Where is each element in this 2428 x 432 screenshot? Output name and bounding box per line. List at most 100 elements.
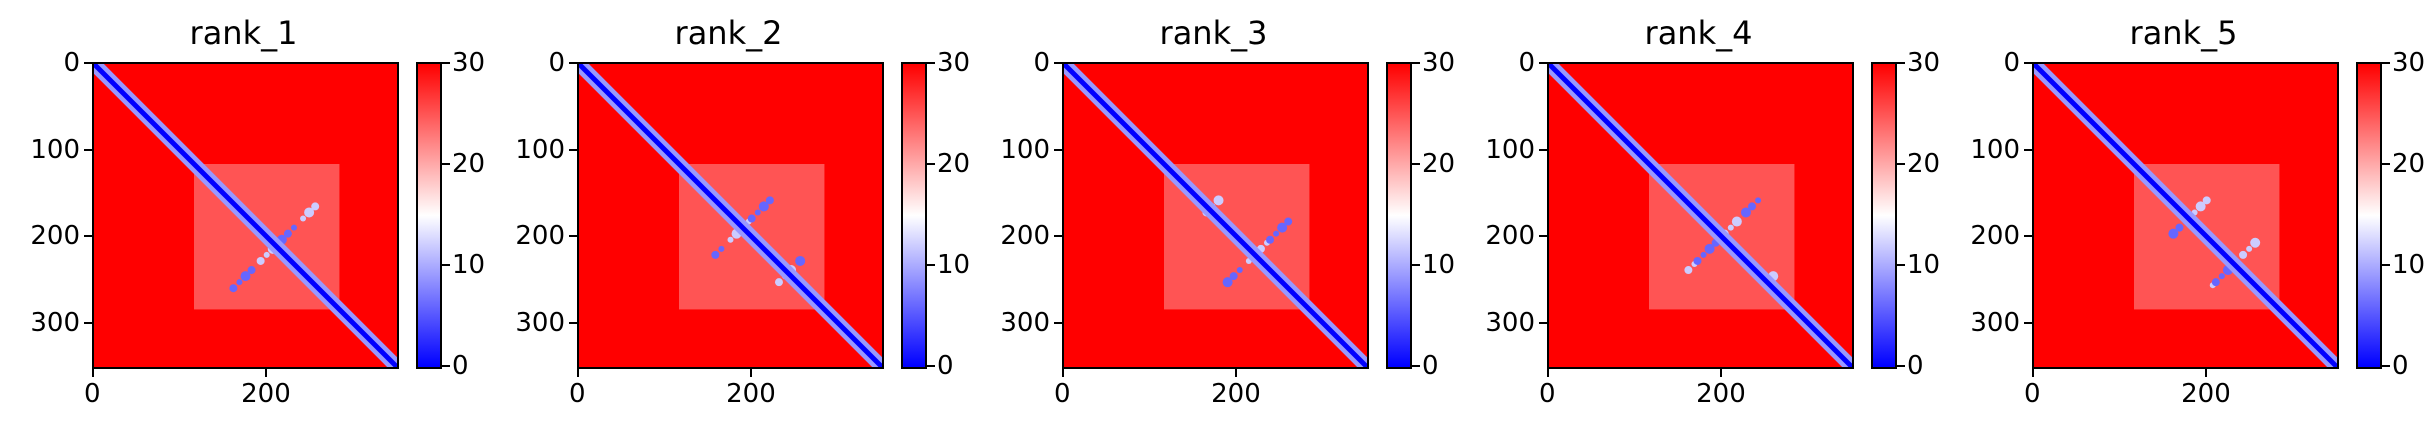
contact-spot — [754, 209, 761, 216]
y-tick-label: 300 — [1000, 307, 1050, 338]
contact-spot — [1748, 202, 1757, 211]
x-tick-mark — [577, 369, 579, 377]
colorbar-tick-mark — [442, 264, 450, 266]
colorbar — [901, 62, 927, 369]
contact-spot — [2250, 237, 2261, 248]
y-tick-mark — [1539, 148, 1547, 151]
colorbar-tick-label: 20 — [937, 149, 971, 179]
y-tick-label: 0 — [1518, 48, 1535, 78]
colorbar — [1386, 62, 1412, 369]
x-tick-mark — [1720, 369, 1723, 377]
contact-spot — [236, 279, 243, 286]
colorbar-tick-label: 20 — [452, 149, 486, 179]
colorbar-tick-label: 30 — [1422, 48, 1456, 78]
contact-spot — [283, 229, 292, 238]
colorbar-tick-label: 10 — [1907, 250, 1941, 280]
contact-spot — [1727, 224, 1734, 231]
y-tick-mark — [2024, 235, 2032, 238]
y-tick-label: 0 — [1033, 48, 1050, 78]
colorbar-tick-mark — [1412, 264, 1420, 266]
contact-spot — [1700, 251, 1707, 258]
diagonal-band — [1549, 64, 1852, 367]
y-tick-label: 300 — [1485, 307, 1535, 338]
colorbar-tick-mark — [2382, 365, 2390, 367]
chart-panel-4: rank_4 0 100 200 300 0 200 0 10 20 30 — [1455, 0, 1940, 432]
y-tick-mark — [84, 148, 92, 151]
x-tick-mark — [265, 369, 268, 377]
colorbar-tick-label: 20 — [1422, 149, 1456, 179]
y-tick-mark — [1539, 321, 1547, 324]
contact-spot — [727, 236, 734, 243]
colorbar-tick-mark — [1897, 163, 1905, 165]
y-tick-mark — [569, 321, 577, 324]
x-tick-mark — [92, 369, 94, 377]
colorbar-tick-label: 10 — [452, 250, 486, 280]
contact-spot — [2168, 228, 2179, 239]
colorbar-tick-label: 10 — [937, 250, 971, 280]
colorbar-tick-mark — [2382, 62, 2390, 64]
colorbar-tick-label: 10 — [2392, 250, 2426, 280]
colorbar-tick-label: 30 — [2392, 48, 2426, 78]
contact-spot — [2202, 196, 2211, 205]
x-tick-mark — [1235, 369, 1238, 377]
colorbar-tick-label: 20 — [1907, 149, 1941, 179]
colorbar-tick-label: 30 — [452, 48, 486, 78]
colorbar-tick-mark — [1897, 62, 1905, 64]
contact-spot — [774, 278, 783, 287]
chart-title: rank_3 — [1159, 14, 1268, 52]
x-tick-label: 200 — [1211, 379, 1261, 409]
y-tick-label: 200 — [515, 221, 565, 252]
chart-panel-2: rank_2 0 100 200 300 0 200 0 10 20 30 — [485, 0, 970, 432]
contact-spot — [1731, 216, 1742, 227]
colorbar-tick-mark — [442, 163, 450, 165]
diagonal-band — [94, 64, 397, 367]
y-tick-label: 300 — [30, 307, 80, 338]
colorbar — [1871, 62, 1897, 369]
y-tick-mark — [1539, 62, 1547, 64]
heatmap-area — [1062, 62, 1369, 369]
y-tick-label: 300 — [1970, 307, 2020, 338]
y-tick-label: 100 — [1485, 134, 1535, 165]
y-tick-mark — [2024, 321, 2032, 324]
colorbar-tick-mark — [927, 163, 935, 165]
x-tick-label: 200 — [1696, 379, 1746, 409]
contact-spot — [311, 202, 320, 211]
x-tick-mark — [2205, 369, 2208, 377]
colorbar-tick-label: 30 — [1907, 48, 1941, 78]
x-tick-label: 0 — [569, 379, 586, 409]
contact-spot — [2246, 245, 2253, 252]
colorbar-tick-label: 30 — [937, 48, 971, 78]
colorbar-tick-mark — [1412, 163, 1420, 165]
y-tick-mark — [1539, 235, 1547, 238]
contact-spot — [2239, 250, 2248, 259]
y-tick-label: 100 — [1970, 134, 2020, 165]
y-tick-mark — [84, 235, 92, 238]
contact-spot — [304, 207, 315, 218]
contact-spot — [240, 271, 251, 282]
contact-spot — [300, 215, 307, 222]
y-tick-label: 0 — [2003, 48, 2020, 78]
colorbar-tick-mark — [1897, 365, 1905, 367]
x-tick-mark — [2032, 369, 2034, 377]
contact-spot — [758, 201, 769, 212]
diagonal-band — [1064, 64, 1367, 367]
contact-spot — [1236, 267, 1243, 274]
y-tick-mark — [1054, 148, 1062, 151]
contact-spot — [256, 256, 265, 265]
chart-title: rank_1 — [189, 14, 298, 52]
y-tick-mark — [569, 62, 577, 64]
colorbar-tick-mark — [1412, 365, 1420, 367]
contact-spot — [1740, 207, 1751, 218]
contact-spot — [2218, 273, 2225, 280]
colorbar-tick-mark — [442, 365, 450, 367]
contact-spot — [229, 284, 238, 293]
colorbar-tick-mark — [442, 62, 450, 64]
colorbar — [416, 62, 442, 369]
x-tick-mark — [750, 369, 753, 377]
y-tick-label: 200 — [30, 221, 80, 252]
y-tick-mark — [84, 62, 92, 64]
contact-spot — [1213, 195, 1224, 206]
contact-spot — [1273, 230, 1280, 237]
colorbar-tick-label: 0 — [937, 351, 954, 381]
heatmap-svg — [1064, 64, 1367, 367]
